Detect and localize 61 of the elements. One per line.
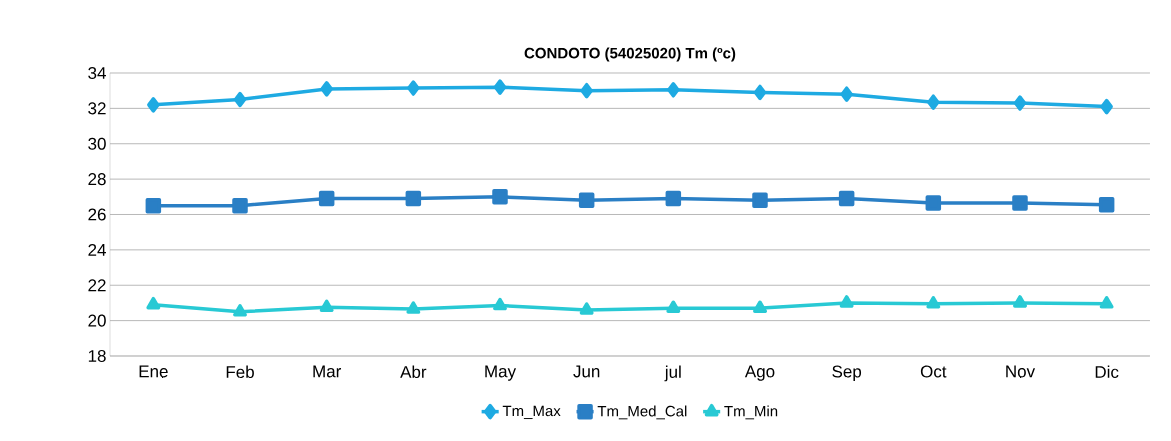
point xyxy=(146,296,161,310)
point xyxy=(580,82,593,99)
x-tick-label: Feb xyxy=(226,365,254,379)
y-tick-label: 28 xyxy=(88,173,106,186)
point xyxy=(318,190,335,207)
point xyxy=(492,189,508,205)
y-tick-label: 18 xyxy=(88,349,106,363)
point xyxy=(493,297,507,311)
y-tick-label: 34 xyxy=(88,66,106,80)
x-tick-label: Ago xyxy=(744,365,775,381)
legend-label: Tm_Min xyxy=(724,405,778,420)
point xyxy=(319,299,334,313)
point xyxy=(753,300,767,313)
point xyxy=(407,80,420,96)
legend-label: Tm_Med_Cal xyxy=(597,405,687,420)
point xyxy=(320,81,333,97)
x-tick-label: Oct xyxy=(920,365,947,378)
point xyxy=(406,301,421,314)
point xyxy=(925,195,942,211)
x-tick-label: Jun xyxy=(573,365,600,378)
x-tick-label: Nov xyxy=(1006,365,1036,378)
y-tick-label: 20 xyxy=(88,314,106,327)
point xyxy=(1013,295,1027,308)
point xyxy=(493,79,507,95)
point xyxy=(1098,197,1115,213)
point xyxy=(752,192,768,209)
point xyxy=(926,296,941,309)
point xyxy=(838,190,855,207)
x-tick-label: Abr xyxy=(400,365,427,379)
point xyxy=(1012,195,1028,211)
point xyxy=(145,197,162,214)
point xyxy=(665,190,682,207)
point xyxy=(927,94,940,110)
y-tick-label: 26 xyxy=(88,208,106,221)
point xyxy=(667,82,680,98)
point xyxy=(147,97,160,113)
point xyxy=(753,84,767,101)
point xyxy=(578,192,595,209)
point xyxy=(232,197,248,214)
x-tick-label: Dic xyxy=(1095,365,1119,379)
point xyxy=(405,190,422,207)
point xyxy=(579,302,594,315)
y-tick-label: 32 xyxy=(88,102,106,115)
y-tick-label: 30 xyxy=(88,137,106,150)
point xyxy=(1013,95,1027,111)
point xyxy=(1099,296,1114,309)
x-tick-label: Sep xyxy=(832,365,862,381)
point xyxy=(233,91,247,108)
x-tick-label: May xyxy=(485,365,517,381)
y-tick-label: 24 xyxy=(88,243,106,256)
point xyxy=(839,295,854,308)
x-tick-label: Ene xyxy=(139,365,168,378)
point xyxy=(1100,98,1113,115)
y-tick-label: 22 xyxy=(88,279,106,292)
point xyxy=(233,304,247,317)
chart-title: CONDOTO (54025020) Tm (ºc) xyxy=(524,47,736,62)
x-tick-label: Mar xyxy=(313,365,342,378)
x-tick-label: jul xyxy=(664,365,681,382)
legend-label: Tm_Max xyxy=(502,405,561,420)
point xyxy=(666,300,681,313)
point xyxy=(840,86,853,102)
